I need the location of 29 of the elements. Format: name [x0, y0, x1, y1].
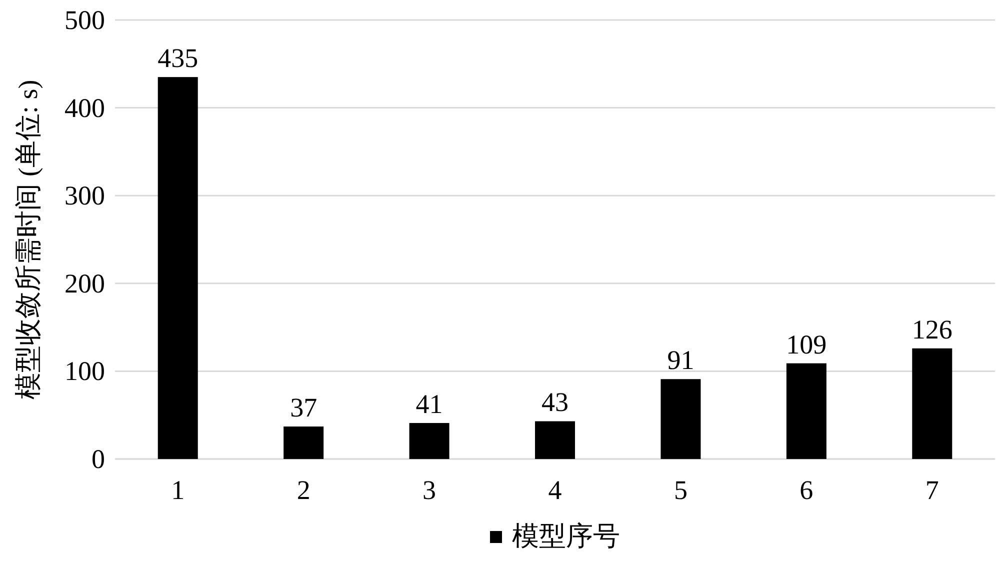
bar	[660, 379, 701, 459]
y-axis-title: 模型收敛所需时间 (单位: s)	[13, 80, 43, 400]
bar	[409, 423, 450, 459]
bar	[786, 363, 826, 459]
x-tick-label: 2	[296, 475, 310, 505]
y-tick-label: 100	[64, 356, 105, 386]
data-label: 37	[290, 392, 318, 423]
data-label: 41	[416, 389, 443, 419]
x-tick-label: 1	[171, 475, 185, 505]
y-tick-label: 400	[64, 92, 105, 123]
x-tick-label: 3	[422, 475, 436, 505]
x-tick-label: 5	[674, 475, 688, 505]
x-tick-label: 7	[925, 475, 939, 505]
y-tick-label: 200	[64, 268, 105, 298]
data-label: 435	[158, 43, 198, 74]
y-tick-label: 500	[64, 5, 105, 35]
bar	[158, 77, 198, 459]
bar	[535, 421, 575, 459]
data-label: 126	[912, 314, 952, 344]
x-tick-label: 6	[800, 475, 814, 505]
y-tick-label: 300	[64, 180, 105, 211]
data-label: 43	[542, 387, 568, 418]
bar	[284, 426, 324, 459]
legend-label: 模型序号	[512, 521, 620, 551]
data-label: 91	[667, 345, 694, 376]
y-tick-label: 0	[92, 444, 105, 474]
x-tick-label: 4	[548, 475, 562, 505]
data-label: 109	[786, 329, 827, 360]
bar	[912, 348, 952, 459]
